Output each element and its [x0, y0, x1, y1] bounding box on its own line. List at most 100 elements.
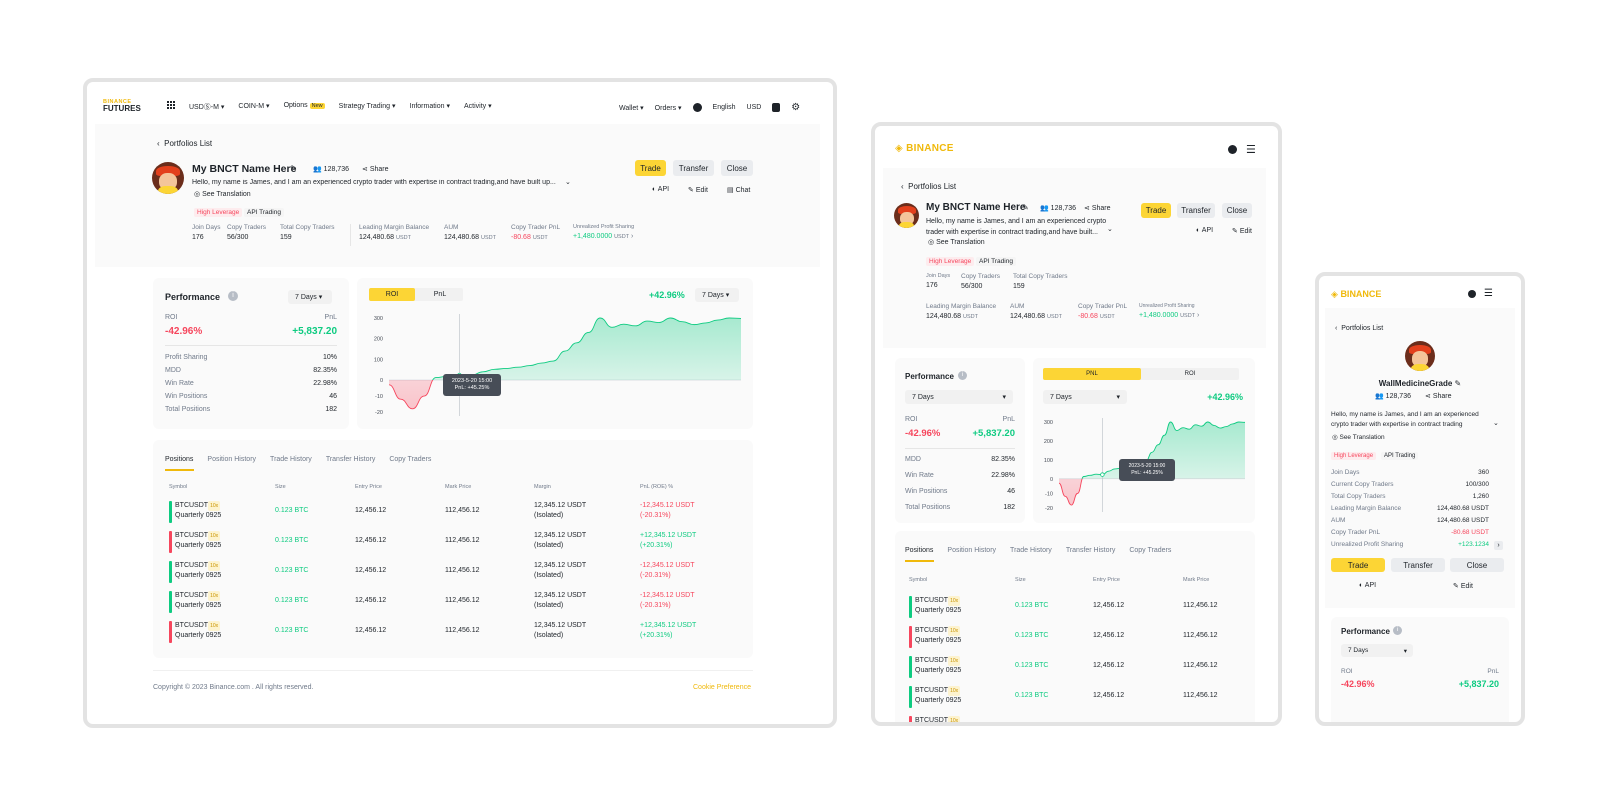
api-icon: ◐	[1196, 227, 1201, 234]
tab-positions[interactable]: Positions	[905, 547, 934, 554]
margin-cell: 12,345.12 USDT (Isolated)	[534, 562, 587, 579]
y-tick-label: 0	[380, 378, 383, 384]
trade-button[interactable]: Trade	[635, 160, 666, 176]
trade-button[interactable]: Trade	[1141, 203, 1171, 218]
menu-icon[interactable]: ☰	[1484, 288, 1493, 299]
margin-cell: 12,345.12 USDT (Isolated)	[534, 622, 587, 639]
tab-copy-traders[interactable]: Copy Traders	[1129, 547, 1172, 554]
share-button[interactable]: ⋖ Share	[1425, 393, 1452, 400]
mobile-stat-row: Unrealized Profit Sharing +123.1234	[1331, 541, 1489, 548]
size-cell: 0.123 BTC	[275, 537, 309, 544]
tab-position-history[interactable]: Position History	[207, 456, 257, 463]
edit-button[interactable]: ✎ Edit	[688, 187, 708, 194]
chart-period-dropdown[interactable]: 7 Days ▾	[1043, 390, 1127, 404]
positions-table-header: Symbol Size Entry Price Mark Price Margi…	[169, 484, 674, 490]
download-icon[interactable]	[772, 103, 781, 112]
nav-wallet[interactable]: Wallet ▾	[619, 104, 644, 112]
api-button[interactable]: ◐ API	[1196, 227, 1214, 234]
close-button[interactable]: Close	[1222, 203, 1252, 218]
chevron-right-icon[interactable]: ›	[1494, 541, 1503, 550]
entry-price-cell: 12,456.12	[1093, 632, 1125, 639]
chart-period-dropdown[interactable]: 7 Days ▾	[695, 288, 739, 302]
nav-currency[interactable]: USD	[746, 104, 762, 111]
transfer-button[interactable]: Transfer	[1391, 558, 1445, 572]
performance-period-dropdown[interactable]: 7 Days ▾	[1341, 644, 1413, 657]
stat-aum: AUM 124,480.68 USDT	[444, 224, 496, 241]
tab-positions[interactable]: Positions	[165, 456, 194, 463]
close-button[interactable]: Close	[1450, 558, 1504, 572]
binance-logo[interactable]: ◈ BINANCE	[895, 143, 954, 154]
edit-name-icon[interactable]: ✎	[1454, 379, 1462, 388]
back-link[interactable]: ‹ Portfolios List	[1335, 325, 1384, 332]
edit-name-icon[interactable]: ✎	[290, 164, 297, 173]
transfer-button[interactable]: Transfer	[1177, 203, 1215, 218]
mark-price-cell: 112,456.12	[445, 567, 480, 574]
back-link[interactable]: ‹ Portfolios List	[901, 182, 957, 191]
performance-period-dropdown[interactable]: 7 Days ▾	[288, 290, 332, 304]
back-link[interactable]: ‹ Portfolios List	[157, 139, 212, 148]
tab-transfer-history[interactable]: Transfer History	[1065, 547, 1116, 554]
chart-tab-pnl[interactable]: PnL	[433, 291, 447, 298]
transfer-button[interactable]: Transfer	[673, 160, 714, 176]
nav-usdm[interactable]: USDⓈ-M ▾	[189, 104, 225, 111]
performance-title: Performance	[165, 292, 221, 302]
nav-strategy-trading[interactable]: Strategy Trading ▾	[338, 103, 396, 110]
edit-name-icon[interactable]: ✎	[1022, 203, 1029, 212]
binance-logo[interactable]: ◈ BINANCE	[1331, 289, 1382, 299]
chart-tab-pnl[interactable]: PNL	[1043, 368, 1141, 380]
expand-bio-icon[interactable]: ⌄	[1493, 420, 1499, 427]
api-button[interactable]: ◐ API	[1359, 582, 1377, 589]
tab-trade-history[interactable]: Trade History	[1010, 547, 1052, 554]
info-icon[interactable]: i	[958, 371, 967, 380]
edit-button[interactable]: ✎ Edit	[1453, 583, 1473, 590]
stat-leading-margin-balance: Leading Margin Balance 124,480.68 USDT	[359, 224, 430, 241]
user-icon[interactable]	[1468, 290, 1476, 298]
nav-information[interactable]: Information ▾	[409, 103, 451, 110]
stat-unrealized-profit-sharing[interactable]: Unrealized Profit Sharing +1,480.0000 USD…	[573, 224, 635, 240]
chat-button[interactable]: ▤ Chat	[727, 187, 751, 194]
performance-period-dropdown[interactable]: 7 Days ▾	[905, 390, 1013, 404]
share-button[interactable]: ⋖ Share	[362, 166, 389, 173]
gear-icon[interactable]: ⚙	[791, 102, 801, 113]
see-translation-link[interactable]: ◎ See Translation	[194, 191, 251, 198]
tab-trade-history[interactable]: Trade History	[270, 456, 312, 463]
expand-bio-icon[interactable]: ⌄	[565, 179, 571, 186]
chart-tab-roi[interactable]: ROI	[369, 288, 415, 301]
menu-icon[interactable]: ☰	[1246, 144, 1256, 156]
footer-divider	[153, 670, 753, 671]
expand-bio-icon[interactable]: ⌄	[1107, 226, 1113, 233]
cookie-preference-link[interactable]: Cookie Preference	[693, 684, 751, 691]
apps-grid-icon[interactable]	[167, 101, 176, 110]
binance-futures-logo[interactable]: BINANCE FUTURES	[103, 99, 141, 113]
tab-transfer-history[interactable]: Transfer History	[325, 456, 376, 463]
roi-label: ROI	[905, 416, 918, 423]
info-icon[interactable]: i	[228, 291, 238, 301]
nav-coinm[interactable]: COIN-M ▾	[238, 103, 270, 110]
stat-unrealized-profit-sharing[interactable]: Unrealized Profit Sharing +1,480.0000 USD…	[1139, 303, 1200, 319]
hover-point[interactable]	[1100, 472, 1105, 477]
user-icon[interactable]	[692, 103, 702, 112]
share-button[interactable]: ⋖ Share	[1084, 205, 1111, 212]
side-indicator	[169, 621, 172, 643]
close-button[interactable]: Close	[721, 160, 753, 176]
tab-copy-traders[interactable]: Copy Traders	[389, 456, 432, 463]
api-button[interactable]: ◐ API	[652, 186, 670, 193]
edit-button[interactable]: ✎ Edit	[1232, 228, 1252, 235]
tag-api-trading: API Trading	[1381, 452, 1419, 460]
tab-position-history[interactable]: Position History	[947, 547, 997, 554]
mobile-frame: ◈ BINANCE ☰ ‹ Portfolios List WallMedici…	[1315, 272, 1525, 726]
nav-language[interactable]: English	[712, 104, 736, 111]
trade-button[interactable]: Trade	[1331, 558, 1385, 572]
copyright-text: Copyright © 2023 Binance.com . All right…	[153, 684, 314, 691]
see-translation-link[interactable]: ◎ See Translation	[1332, 434, 1385, 441]
nav-options[interactable]: Options New	[283, 102, 325, 109]
info-icon[interactable]: i	[1393, 626, 1402, 635]
chart-tab-roi[interactable]: ROI	[1184, 371, 1196, 377]
nav-orders[interactable]: Orders ▾	[654, 104, 682, 112]
user-icon[interactable]	[1228, 145, 1237, 154]
nav-activity[interactable]: Activity ▾	[464, 103, 492, 110]
see-translation-link[interactable]: ◎ See Translation	[928, 239, 985, 246]
chart-tooltip: 2023-5-20 15:00 PnL: +45.25%	[1119, 459, 1175, 481]
y-tick-label: 200	[374, 337, 383, 343]
